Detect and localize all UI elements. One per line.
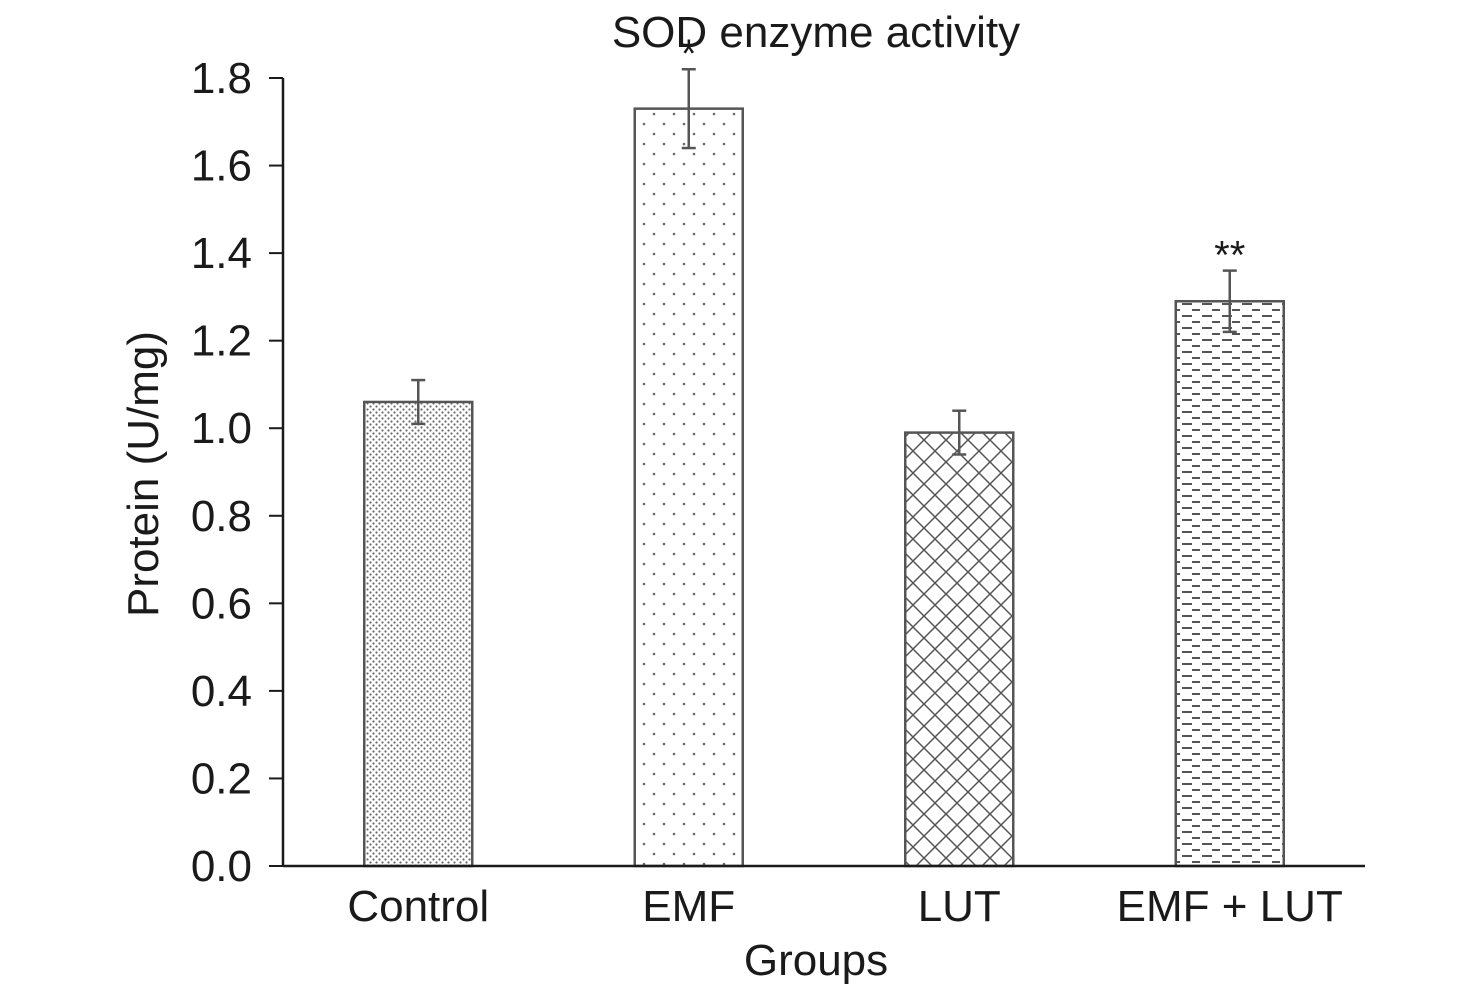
y-tick-label: 0.6 <box>191 579 252 628</box>
y-tick-label: 0.4 <box>191 667 252 716</box>
bars-group: *** <box>363 32 1285 868</box>
chart-title: SOD enzyme activity <box>612 8 1020 57</box>
bar-emf <box>633 107 744 868</box>
significance-marker: ** <box>1214 234 1245 278</box>
y-axis-label: Protein (U/mg) <box>119 331 168 617</box>
y-tick-label: 0.2 <box>191 754 252 803</box>
x-category-label: EMF <box>642 882 735 931</box>
y-tick-label: 1.8 <box>191 54 252 103</box>
bar-lut <box>904 431 1015 868</box>
bar-emf-lut <box>1174 300 1285 868</box>
y-tick-label: 1.0 <box>191 404 252 453</box>
x-category-label: LUT <box>918 882 1001 931</box>
significance-marker: * <box>681 32 697 76</box>
x-category-label: EMF + LUT <box>1117 882 1343 931</box>
x-axis-label: Groups <box>744 936 888 985</box>
y-axis-ticks: 0.0 0.2 0.4 0.6 0.8 1.0 1.2 1.4 1.6 1.8 <box>191 54 283 891</box>
category-labels: Control EMF LUT EMF + LUT <box>347 882 1343 931</box>
y-tick-label: 0.0 <box>191 842 252 891</box>
y-tick-label: 1.2 <box>191 317 252 366</box>
y-tick-label: 0.8 <box>191 492 252 541</box>
y-tick-label: 1.6 <box>191 142 252 191</box>
bar-control <box>363 400 474 868</box>
x-category-label: Control <box>347 882 489 931</box>
y-tick-label: 1.4 <box>191 229 252 278</box>
